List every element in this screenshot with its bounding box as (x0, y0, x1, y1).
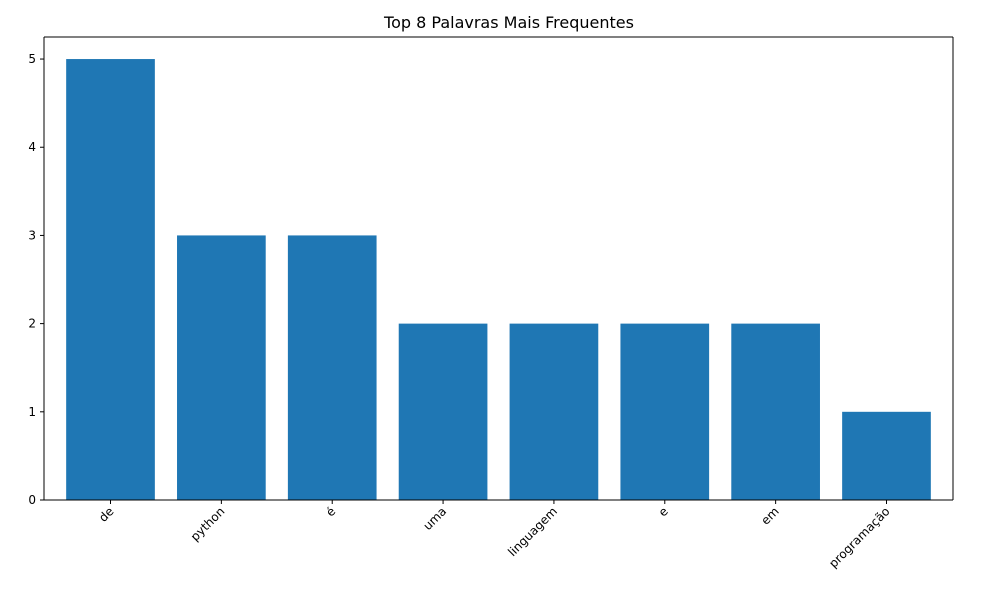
y-tick-label-5: 5 (28, 52, 36, 66)
x-tick-label-4: linguagem (505, 504, 560, 559)
x-tick-label-1: python (188, 504, 228, 544)
y-tick-label-3: 3 (28, 228, 36, 242)
y-tick-label-2: 2 (28, 317, 36, 331)
y-tick-label-4: 4 (28, 140, 36, 154)
x-tick-label-0: de (96, 504, 117, 525)
y-tick-label-0: 0 (28, 493, 36, 507)
bar-2 (287, 235, 377, 500)
chart-title: Top 8 Palavras Mais Frequentes (383, 13, 634, 32)
x-tick-label-5: e (656, 504, 671, 519)
bar-7 (842, 411, 931, 500)
x-tick-label-3: uma (420, 504, 449, 533)
x-tick-label-2: é (323, 504, 338, 519)
bar-3 (398, 323, 488, 500)
bar-0 (66, 59, 155, 501)
bars-layer (66, 59, 931, 501)
x-tick-label-6: em (758, 504, 781, 527)
x-tick-label-7: programação (826, 504, 892, 570)
axes-layer (43, 36, 954, 501)
bar-1 (177, 235, 266, 500)
bar-4 (509, 323, 599, 500)
bar-5 (620, 323, 710, 500)
y-tick-label-1: 1 (28, 405, 36, 419)
bar-6 (731, 323, 820, 500)
